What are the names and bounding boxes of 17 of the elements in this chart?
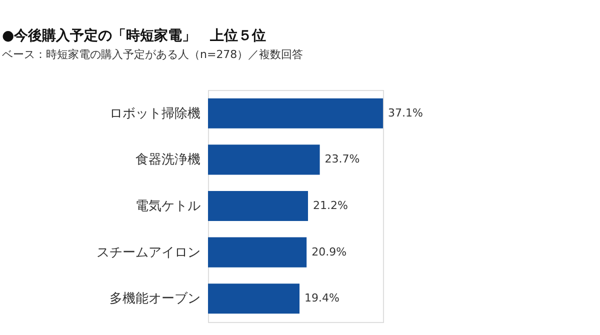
y-tick-label: 食器洗浄機 (136, 152, 200, 168)
y-tick-label: スチームアイロン (96, 245, 200, 260)
data-label: 37.1% (388, 106, 423, 120)
data-label: 23.7% (324, 152, 360, 166)
bar (208, 190, 308, 222)
data-label: 21.2% (313, 199, 348, 212)
chart-subtitle: ベース：時短家電の購入予定がある人（n=278）／複数回答 (2, 48, 304, 61)
bar (208, 144, 320, 175)
bar (208, 237, 307, 268)
bar (208, 284, 300, 314)
y-tick-label: 多機能オーブン (110, 292, 200, 307)
y-tick-label: 電気ケトル (136, 199, 200, 214)
y-tick-label: ロボット掃除機 (110, 106, 200, 122)
data-label: 20.9% (312, 245, 347, 258)
data-label: 19.4% (304, 292, 340, 305)
chart-title: ●今後購入予定の「時短家電」 上位５位 (2, 27, 266, 44)
bar (208, 98, 383, 128)
